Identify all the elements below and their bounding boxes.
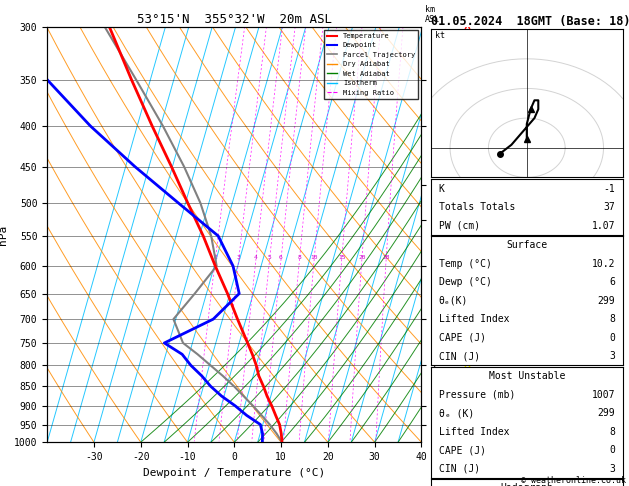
Text: Lifted Index: Lifted Index	[438, 427, 509, 436]
Text: 8: 8	[609, 314, 615, 324]
Text: 5: 5	[268, 255, 271, 260]
Text: 8: 8	[609, 427, 615, 436]
Text: Hodograph: Hodograph	[500, 484, 554, 486]
Text: K: K	[438, 184, 445, 193]
Text: km
ASL: km ASL	[425, 5, 440, 24]
Text: Surface: Surface	[506, 241, 547, 250]
Text: 8: 8	[298, 255, 301, 260]
Text: -1: -1	[603, 184, 615, 193]
Text: 01.05.2024  18GMT (Base: 18): 01.05.2024 18GMT (Base: 18)	[431, 15, 629, 28]
Text: 6: 6	[609, 278, 615, 287]
Text: 4: 4	[254, 255, 258, 260]
Text: 10: 10	[310, 255, 318, 260]
Text: Pressure (mb): Pressure (mb)	[438, 390, 515, 399]
Text: Temp (°C): Temp (°C)	[438, 259, 491, 269]
Text: 3: 3	[609, 351, 615, 361]
Text: 15: 15	[338, 255, 345, 260]
Text: 3: 3	[609, 464, 615, 473]
Y-axis label: hPa: hPa	[0, 225, 8, 244]
Text: 37: 37	[603, 202, 615, 212]
Title: 53°15'N  355°32'W  20m ASL: 53°15'N 355°32'W 20m ASL	[136, 13, 332, 26]
Text: 3: 3	[237, 255, 240, 260]
Text: 20: 20	[358, 255, 365, 260]
Text: CIN (J): CIN (J)	[438, 351, 480, 361]
Text: Dewp (°C): Dewp (°C)	[438, 278, 491, 287]
Text: 0: 0	[609, 445, 615, 455]
Text: © weatheronline.co.uk: © weatheronline.co.uk	[521, 476, 626, 485]
Text: kt: kt	[435, 31, 445, 40]
Text: CAPE (J): CAPE (J)	[438, 445, 486, 455]
Text: 6: 6	[279, 255, 283, 260]
Text: 28: 28	[382, 255, 390, 260]
Legend: Temperature, Dewpoint, Parcel Trajectory, Dry Adiabat, Wet Adiabat, Isotherm, Mi: Temperature, Dewpoint, Parcel Trajectory…	[324, 30, 418, 99]
Text: 1007: 1007	[591, 390, 615, 399]
Text: CIN (J): CIN (J)	[438, 464, 480, 473]
Text: 0: 0	[609, 333, 615, 343]
Text: Lifted Index: Lifted Index	[438, 314, 509, 324]
Text: CAPE (J): CAPE (J)	[438, 333, 486, 343]
Text: 299: 299	[598, 408, 615, 418]
Text: 1.07: 1.07	[591, 221, 615, 230]
Text: θₑ (K): θₑ (K)	[438, 408, 474, 418]
Text: Most Unstable: Most Unstable	[489, 371, 565, 381]
Text: PW (cm): PW (cm)	[438, 221, 480, 230]
Text: Totals Totals: Totals Totals	[438, 202, 515, 212]
X-axis label: Dewpoint / Temperature (°C): Dewpoint / Temperature (°C)	[143, 468, 325, 478]
Text: θₑ(K): θₑ(K)	[438, 296, 468, 306]
Text: 299: 299	[598, 296, 615, 306]
Text: 2: 2	[213, 255, 217, 260]
Text: 10.2: 10.2	[591, 259, 615, 269]
Y-axis label: Mixing Ratio (g/kg): Mixing Ratio (g/kg)	[452, 179, 462, 290]
